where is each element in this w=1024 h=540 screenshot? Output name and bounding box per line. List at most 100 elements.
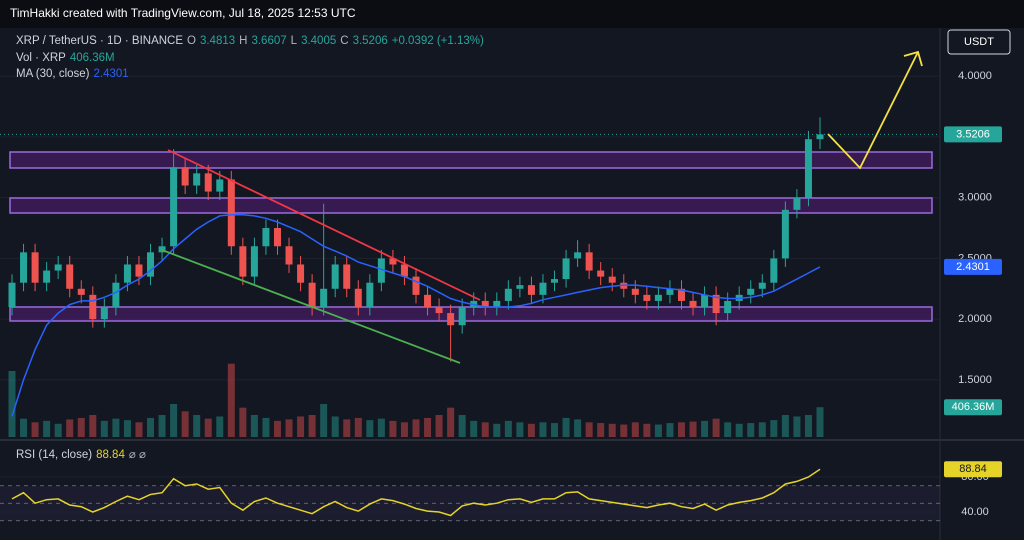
volume-bar: [816, 407, 824, 437]
volume-bar: [412, 419, 420, 437]
rsi-name: RSI (14, close): [16, 449, 93, 461]
volume-bar: [123, 420, 131, 437]
volume-bar: [608, 423, 616, 437]
l-value: 3.4005: [301, 35, 337, 47]
candle-body: [781, 209, 789, 259]
candle-body: [31, 252, 39, 283]
volume-bar: [100, 420, 108, 437]
candle-body: [666, 288, 674, 295]
volume-bar: [8, 371, 16, 437]
rsi-badge: 88.84: [959, 463, 987, 475]
candle-body: [643, 294, 651, 301]
volume-bar: [193, 415, 201, 437]
candle-body: [354, 288, 362, 308]
candle-body: [724, 300, 732, 314]
currency-label: USDT: [964, 36, 994, 48]
volume-bar: [470, 420, 478, 437]
arrow-head: [903, 50, 923, 67]
price-badge-bg: [944, 126, 1002, 143]
volume-name: Vol · XRP: [16, 52, 66, 64]
ma-badge-bg: [944, 258, 1002, 275]
ma-name: MA (30, close): [16, 68, 90, 80]
volume-bar: [262, 417, 270, 437]
candle-body: [216, 179, 224, 192]
rsi-icons: ⌀ ⌀: [128, 449, 146, 461]
volume-badge: 406.36M: [952, 401, 995, 413]
candle-body: [308, 282, 316, 308]
ma-badge: 2.4301: [956, 261, 990, 273]
candle-body: [366, 282, 374, 308]
candle-body: [193, 173, 201, 186]
change: +0.0392 (+1.13%): [391, 35, 484, 47]
volume-bar: [216, 416, 224, 437]
h-value: 3.6607: [251, 35, 287, 47]
volume-bar: [770, 420, 778, 437]
y-tick-label: 4.0000: [958, 70, 992, 82]
candle-body: [770, 258, 778, 283]
y-tick-label: 3.0000: [958, 192, 992, 204]
candle-body: [458, 307, 466, 326]
candle-body: [66, 264, 74, 289]
candle-body: [516, 285, 524, 289]
candle-body: [747, 288, 755, 295]
h-letter: H: [239, 35, 248, 47]
volume-bar: [20, 418, 28, 437]
volume-bar: [66, 419, 74, 437]
volume-bar: [43, 420, 51, 437]
volume-bar: [400, 422, 408, 437]
y-tick-label: 1.5000: [958, 374, 992, 386]
price-badge: 3.5206: [956, 128, 990, 140]
l-letter: L: [290, 35, 298, 47]
volume-bar: [666, 423, 674, 437]
candle-body: [435, 307, 443, 314]
volume-bar: [204, 418, 212, 437]
candle-body: [239, 246, 247, 277]
candle-body: [389, 258, 397, 265]
candle-body: [54, 264, 62, 271]
volume-badge-bg: [944, 399, 1002, 416]
volume-bar: [366, 420, 374, 437]
volume-bar: [308, 415, 316, 437]
volume-bar: [481, 422, 489, 437]
candle-body: [158, 246, 166, 253]
volume-bar: [551, 423, 559, 437]
candle-body: [170, 167, 178, 247]
candle-body: [816, 134, 824, 140]
candle-body: [285, 246, 293, 265]
resistance-zone: [9, 151, 933, 169]
volume-bar: [89, 415, 97, 437]
candle-body: [677, 288, 685, 301]
volume-bar: [504, 420, 512, 437]
candle-body: [112, 282, 120, 308]
candle-body: [758, 282, 766, 289]
candle-body: [585, 252, 593, 271]
volume-bar: [112, 418, 120, 437]
volume-bar: [689, 421, 697, 437]
o-letter: O: [187, 35, 196, 47]
candle-body: [147, 252, 155, 277]
candle-body: [100, 307, 108, 320]
support-zone: [9, 197, 933, 214]
legend-volume: Vol · XRP 406.36M: [16, 52, 119, 64]
header-title: TimHakki created with TradingView.com, J…: [10, 6, 356, 20]
candle-body: [77, 288, 85, 295]
candle-body: [804, 139, 812, 198]
volume-bar: [377, 418, 385, 437]
volume-bar: [458, 415, 466, 437]
volume-bar: [343, 419, 351, 437]
candle-body: [204, 173, 212, 192]
volume-bar: [227, 363, 235, 437]
currency-button[interactable]: [947, 29, 1011, 55]
candle-body: [262, 228, 270, 247]
candle-body: [608, 276, 616, 283]
volume-bar: [597, 423, 605, 437]
volume-bar: [354, 417, 362, 437]
candle-body: [400, 264, 408, 277]
candle-body: [424, 294, 432, 308]
candle-body: [377, 258, 385, 283]
volume-bar: [620, 424, 628, 437]
candle-body: [297, 264, 305, 283]
candle-body: [701, 294, 709, 308]
candle-body: [539, 282, 547, 295]
candle-body: [597, 270, 605, 277]
